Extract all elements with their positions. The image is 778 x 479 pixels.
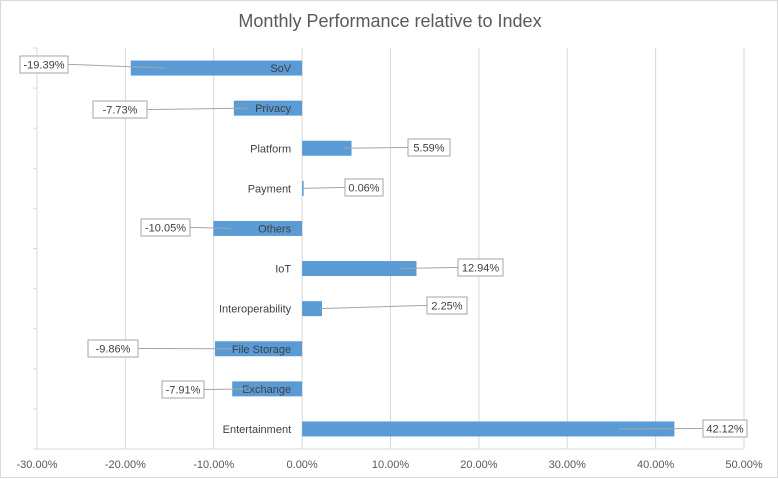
category-label: SoV [270,63,291,75]
category-label: Others [258,223,292,235]
x-tick-label: -30.00% [17,459,58,471]
category-label: Exchange [242,384,291,396]
x-tick-label: -10.00% [193,459,234,471]
data-label: -10.05% [145,223,186,235]
category-label: Platform [250,143,291,155]
data-label: -9.86% [96,344,131,356]
x-tick-label: 30.00% [549,459,587,471]
data-label-leader [319,306,427,309]
x-tick-label: 20.00% [460,459,498,471]
x-tick-label: -20.00% [105,459,146,471]
data-label-leader [344,148,408,149]
data-label: 2.25% [431,301,462,313]
category-label: Privacy [255,103,292,115]
category-labels: SoV Privacy Platform Payment Others IoT Intero… [219,63,292,436]
x-tick-label: 50.00% [725,459,763,471]
data-label: 5.59% [413,143,444,155]
data-label: -19.39% [24,60,65,72]
data-label: 12.94% [462,263,500,275]
category-label: File Storage [232,344,291,356]
category-label: Entertainment [223,424,291,436]
data-label-leader [147,108,247,109]
bar [302,301,322,316]
category-label: IoT [275,264,291,276]
data-labels: -19.39% -7.73% 5.59% 0.06% -10.05% 12.94% 2.25… [20,56,747,437]
x-tick-label: 0.00% [287,459,318,471]
bar [302,261,416,276]
chart-title: Monthly Performance relative to Index [238,11,541,31]
data-label: -7.91% [166,385,201,397]
bars [131,61,675,437]
data-label: 0.06% [348,183,379,195]
data-label-leader [204,389,246,390]
data-label: -7.73% [103,105,138,117]
category-label: Payment [248,183,291,195]
x-tick-label: 10.00% [372,459,410,471]
category-label: Interoperability [219,304,292,316]
data-label-leader [303,188,345,189]
bar [302,141,351,156]
x-tick-label: 40.00% [637,459,675,471]
data-label: 42.12% [706,424,744,436]
